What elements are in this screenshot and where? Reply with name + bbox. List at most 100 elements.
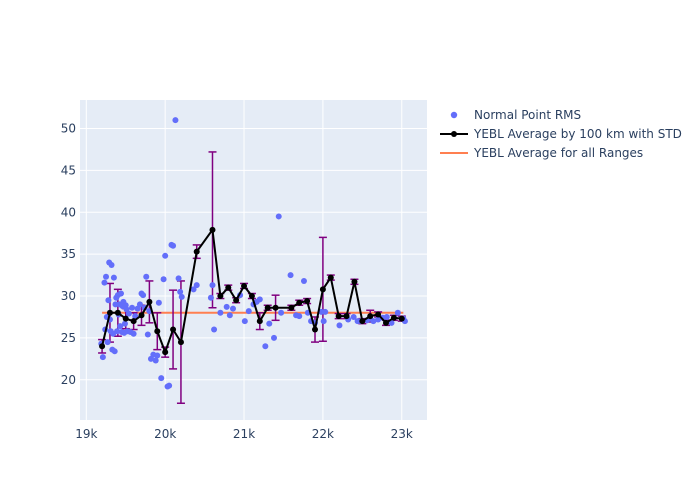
x-tick-label: 19k xyxy=(75,427,97,441)
scatter-point xyxy=(223,303,230,310)
legend[interactable]: Normal Point RMS YEBL Average by 100 km … xyxy=(440,108,682,160)
average-point xyxy=(209,226,216,233)
legend-label-scatter: Normal Point RMS xyxy=(474,108,581,122)
scatter-point xyxy=(296,313,303,320)
average-point xyxy=(248,293,255,300)
y-tick-label: 50 xyxy=(61,121,76,135)
scatter-point xyxy=(125,310,132,317)
average-series xyxy=(99,226,405,356)
scatter-point xyxy=(226,312,233,319)
scatter-point xyxy=(155,299,162,306)
average-point xyxy=(382,319,389,326)
average-point xyxy=(177,339,184,346)
y-tick-label: 40 xyxy=(61,205,76,219)
x-tick-label: 22k xyxy=(312,427,334,441)
legend-average-marker xyxy=(451,131,457,137)
scatter-point xyxy=(105,297,112,304)
average-point xyxy=(162,349,169,356)
scatter-point xyxy=(320,318,327,325)
average-point xyxy=(398,315,405,322)
average-point xyxy=(312,326,319,333)
scatter-point xyxy=(322,308,329,315)
y-tick-label: 25 xyxy=(61,331,76,345)
scatter-point xyxy=(278,309,285,316)
legend-label-overall: YEBL Average for all Ranges xyxy=(473,146,643,160)
scatter-point xyxy=(275,213,282,220)
scatter-point xyxy=(190,286,197,293)
scatter-point xyxy=(103,273,110,280)
scatter-point xyxy=(172,117,179,124)
average-point xyxy=(367,313,374,320)
average-point xyxy=(288,304,295,311)
scatter-point xyxy=(370,318,377,325)
average-point xyxy=(217,293,224,300)
scatter-point xyxy=(114,328,121,335)
average-point xyxy=(154,328,161,335)
scatter-point xyxy=(130,330,137,337)
scatter-point xyxy=(262,343,269,350)
average-point xyxy=(296,299,303,306)
legend-scatter-marker xyxy=(450,111,458,119)
scatter-point xyxy=(170,242,177,249)
average-point xyxy=(122,315,129,322)
x-tick-label: 23k xyxy=(391,427,413,441)
average-point xyxy=(99,343,106,350)
scatter-point xyxy=(209,282,216,289)
scatter-point xyxy=(287,272,294,279)
scatter-point xyxy=(217,309,224,316)
scatter-point xyxy=(129,304,136,311)
average-point xyxy=(256,318,263,325)
scatter-point xyxy=(111,348,118,355)
average-point xyxy=(264,304,271,311)
average-point xyxy=(241,282,248,289)
average-point xyxy=(390,314,397,321)
scatter-point xyxy=(104,339,111,346)
scatter-point xyxy=(136,301,143,308)
average-point xyxy=(375,311,382,318)
scatter-point xyxy=(350,313,357,320)
average-point xyxy=(170,326,177,333)
x-tick-label: 20k xyxy=(154,427,176,441)
scatter-point xyxy=(207,294,214,301)
average-point xyxy=(233,297,240,304)
scatter-point xyxy=(300,277,307,284)
scatter-point xyxy=(229,305,236,312)
grid xyxy=(80,100,427,420)
average-point xyxy=(193,248,200,255)
scatter-point xyxy=(110,274,117,281)
scatter-point xyxy=(108,262,115,269)
x-axis-ticks: 19k 20k 21k 22k 23k xyxy=(75,427,413,441)
scatter-point xyxy=(117,323,124,330)
scatter-point xyxy=(177,288,184,295)
scatter-point xyxy=(211,326,218,333)
scatter-point xyxy=(158,375,165,382)
average-point xyxy=(106,309,113,316)
scatter-point xyxy=(245,308,252,315)
average-point xyxy=(327,274,334,281)
average-point xyxy=(138,312,145,319)
scatter-point xyxy=(121,320,128,327)
scatter-point xyxy=(193,282,200,289)
y-tick-label: 35 xyxy=(61,247,76,261)
legend-label-average: YEBL Average by 100 km with STD xyxy=(473,127,682,141)
scatter-point xyxy=(101,279,108,286)
scatter-point xyxy=(162,252,169,259)
scatter-point xyxy=(256,296,263,303)
scatter-point xyxy=(175,275,182,282)
scatter-point xyxy=(118,290,125,297)
scatter-point xyxy=(178,293,185,300)
scatter-point xyxy=(99,354,106,361)
scatter-point xyxy=(152,357,159,364)
average-point xyxy=(359,318,366,325)
average-point xyxy=(272,304,279,311)
scatter-point xyxy=(140,292,147,299)
scatter-point xyxy=(336,322,343,329)
scatter-point xyxy=(271,334,278,341)
y-tick-label: 20 xyxy=(61,373,76,387)
average-point xyxy=(225,284,232,291)
scatter-point xyxy=(160,276,167,283)
scatter-point xyxy=(394,309,401,316)
average-point xyxy=(130,318,137,325)
average-point xyxy=(319,286,326,293)
scatter-point xyxy=(143,273,150,280)
